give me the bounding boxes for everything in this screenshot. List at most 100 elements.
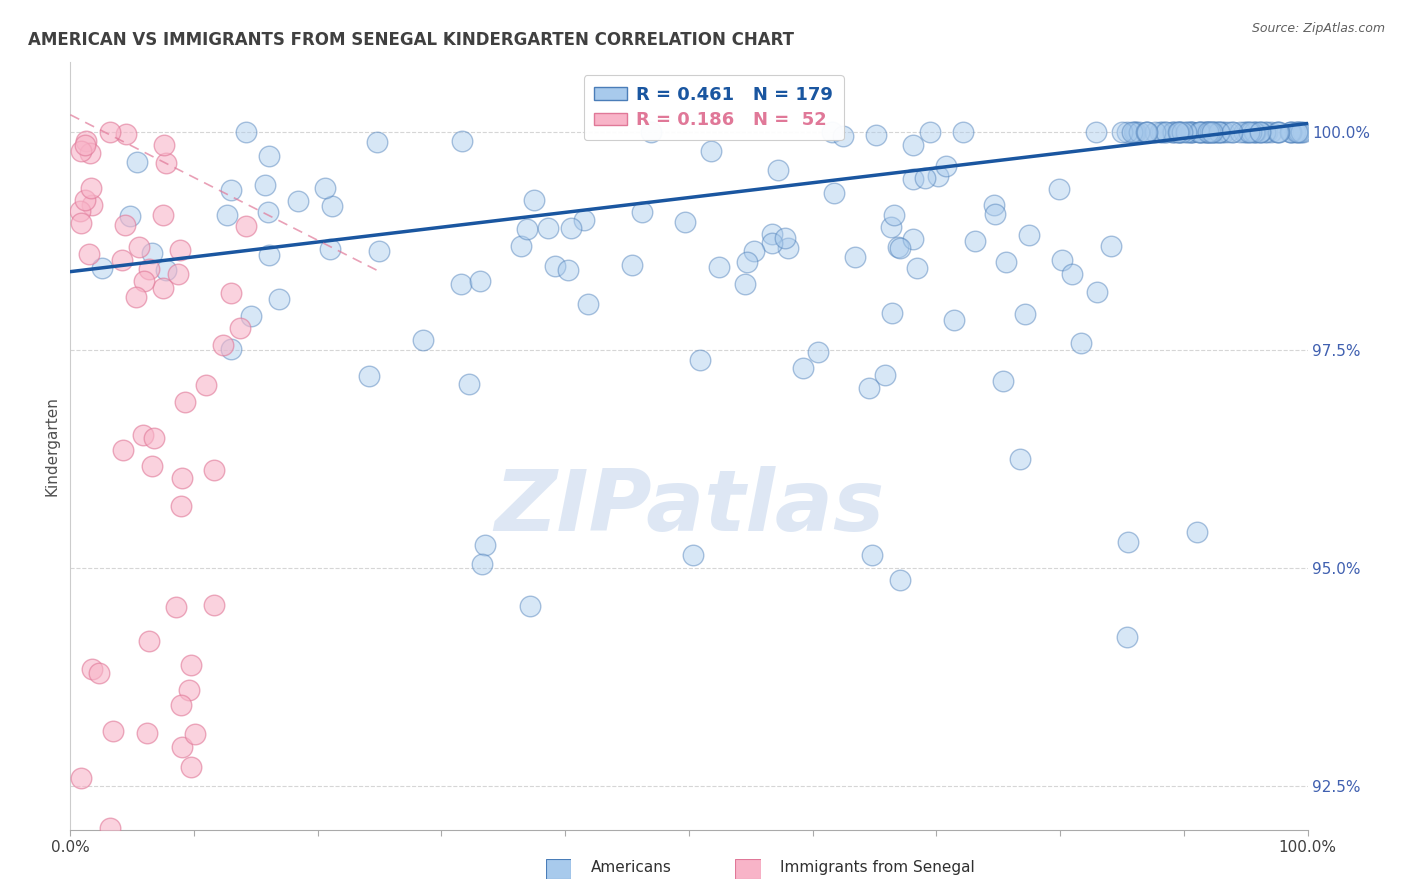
Point — [132, 427, 155, 442]
Point — [1018, 228, 1040, 243]
Point — [1189, 125, 1212, 139]
Point — [69, 204, 91, 219]
Point — [457, 376, 479, 391]
Point — [468, 274, 491, 288]
Point — [202, 598, 225, 612]
Point — [1121, 125, 1143, 139]
Point — [138, 262, 160, 277]
Point — [1237, 125, 1260, 139]
Point — [269, 292, 291, 306]
Point — [1279, 125, 1302, 139]
Point — [576, 297, 599, 311]
Point — [136, 726, 159, 740]
Point — [219, 285, 242, 300]
Point — [1177, 125, 1199, 139]
Point — [865, 128, 887, 142]
Text: ZIPatlas: ZIPatlas — [494, 466, 884, 549]
Point — [918, 125, 941, 139]
Point — [935, 159, 957, 173]
Point — [1244, 125, 1267, 139]
Point — [114, 127, 136, 141]
Point — [519, 599, 541, 614]
Point — [1123, 125, 1146, 139]
Point — [993, 374, 1015, 388]
Point — [1253, 125, 1275, 139]
Point — [77, 246, 100, 260]
Point — [1099, 239, 1122, 253]
Point — [858, 381, 880, 395]
Point — [1188, 125, 1211, 139]
Point — [1195, 125, 1218, 139]
Point — [984, 207, 1007, 221]
Point — [180, 658, 202, 673]
Point — [368, 244, 391, 258]
Point — [1268, 125, 1291, 139]
Point — [75, 193, 97, 207]
Point — [1208, 125, 1230, 139]
Point — [831, 128, 853, 143]
Point — [1284, 125, 1306, 139]
Point — [170, 499, 193, 513]
Point — [1208, 125, 1230, 139]
Point — [1250, 125, 1272, 139]
Point — [91, 260, 114, 275]
Point — [1014, 307, 1036, 321]
Point — [1118, 535, 1140, 549]
Text: Immigrants from Senegal: Immigrants from Senegal — [780, 861, 976, 875]
Point — [1288, 125, 1310, 139]
Point — [471, 558, 494, 572]
Point — [357, 369, 380, 384]
Point — [903, 232, 925, 246]
Point — [1201, 125, 1223, 139]
Point — [141, 459, 163, 474]
Point — [1249, 125, 1271, 139]
Point — [1192, 125, 1215, 139]
Point — [165, 600, 187, 615]
Point — [152, 281, 174, 295]
Point — [1212, 125, 1234, 139]
Point — [1220, 125, 1243, 139]
Point — [1286, 125, 1309, 139]
Point — [1181, 125, 1204, 139]
Point — [1167, 125, 1189, 139]
Point — [903, 172, 925, 186]
Point — [319, 243, 342, 257]
Point — [80, 181, 103, 195]
Point — [143, 430, 166, 444]
Point — [983, 197, 1005, 211]
Point — [709, 260, 731, 274]
Text: AMERICAN VS IMMIGRANTS FROM SENEGAL KINDERGARTEN CORRELATION CHART: AMERICAN VS IMMIGRANTS FROM SENEGAL KIND… — [28, 31, 794, 49]
Point — [1153, 125, 1175, 139]
Point — [1136, 125, 1159, 139]
Point — [125, 155, 148, 169]
Point — [700, 144, 723, 158]
Point — [450, 134, 472, 148]
Point — [1168, 125, 1191, 139]
Point — [1070, 336, 1092, 351]
Point — [114, 218, 136, 232]
Point — [735, 255, 758, 269]
Point — [412, 333, 434, 347]
Point — [253, 178, 276, 193]
Point — [229, 321, 252, 335]
Point — [995, 254, 1018, 268]
Point — [761, 227, 783, 241]
Point — [1240, 125, 1263, 139]
Point — [1229, 125, 1251, 139]
Point — [1085, 125, 1108, 139]
Point — [219, 342, 242, 356]
Point — [1237, 125, 1260, 139]
Point — [1150, 125, 1173, 139]
Point — [314, 180, 336, 194]
Point — [523, 193, 546, 207]
Point — [1211, 125, 1233, 139]
Point — [1244, 125, 1267, 139]
Point — [1197, 125, 1219, 139]
Point — [1286, 125, 1309, 139]
Point — [1125, 125, 1147, 139]
Point — [734, 277, 756, 291]
Point — [1115, 125, 1137, 139]
Point — [134, 274, 156, 288]
Point — [682, 549, 704, 563]
Point — [179, 683, 201, 698]
